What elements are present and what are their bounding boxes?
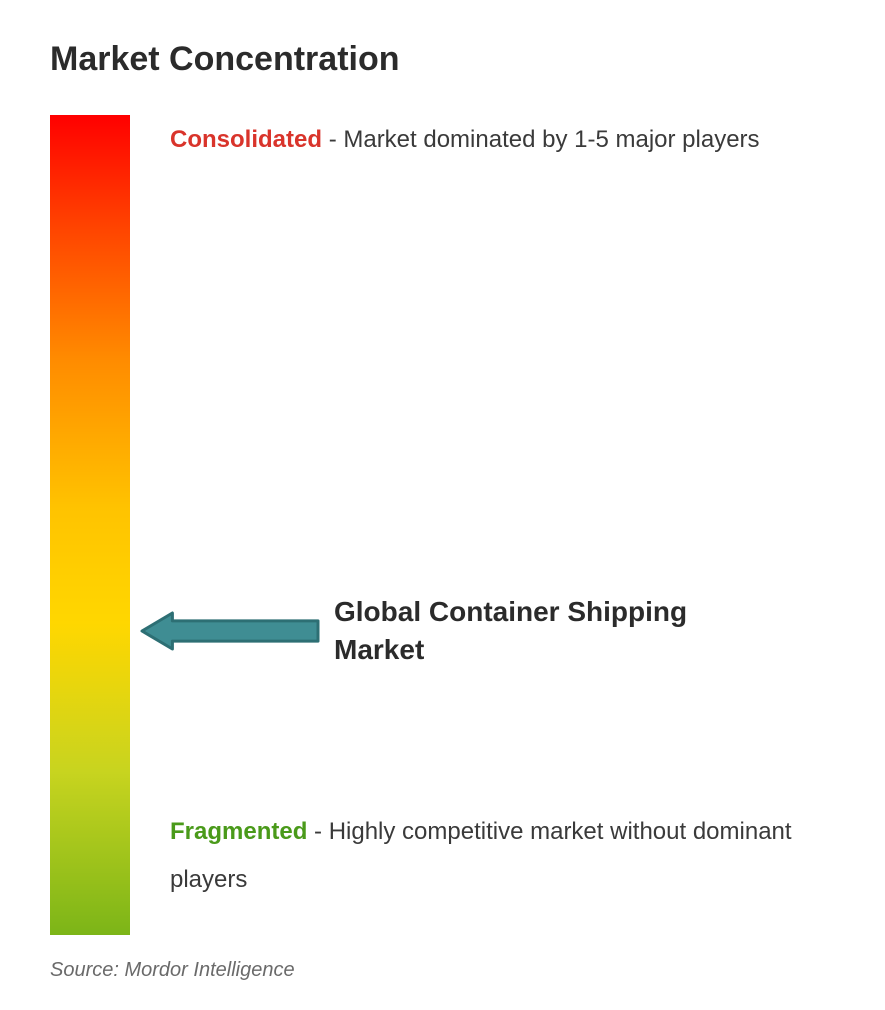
chart-content: Consolidated - Market dominated by 1-5 m… bbox=[50, 115, 845, 935]
fragmented-description: Fragmented - Highly competitive market w… bbox=[170, 808, 845, 904]
market-position-indicator: Global Container Shipping Market bbox=[140, 593, 754, 669]
consolidated-description: Consolidated - Market dominated by 1-5 m… bbox=[170, 115, 845, 165]
chart-title: Market Concentration bbox=[50, 40, 845, 79]
indicator-label: Global Container Shipping Market bbox=[334, 593, 754, 669]
concentration-gradient-bar bbox=[50, 115, 130, 935]
consolidated-label: Consolidated bbox=[170, 126, 322, 153]
indicator-arrow-icon bbox=[140, 611, 320, 651]
consolidated-rest: - Market dominated by 1-5 major players bbox=[329, 126, 760, 153]
source-attribution: Source: Mordor Intelligence bbox=[50, 959, 295, 982]
fragmented-label: Fragmented bbox=[170, 818, 307, 845]
